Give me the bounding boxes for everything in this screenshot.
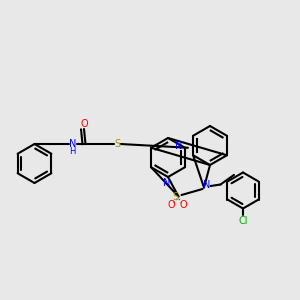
Text: O: O	[167, 200, 175, 211]
Text: S: S	[172, 191, 178, 202]
Text: N: N	[163, 178, 170, 188]
Text: N: N	[175, 141, 183, 151]
Text: S: S	[115, 139, 121, 149]
Text: H: H	[69, 147, 76, 156]
Text: O: O	[80, 118, 88, 129]
Text: N: N	[203, 180, 211, 190]
Text: O: O	[179, 200, 187, 211]
Text: N: N	[69, 139, 76, 149]
Text: Cl: Cl	[238, 215, 248, 226]
